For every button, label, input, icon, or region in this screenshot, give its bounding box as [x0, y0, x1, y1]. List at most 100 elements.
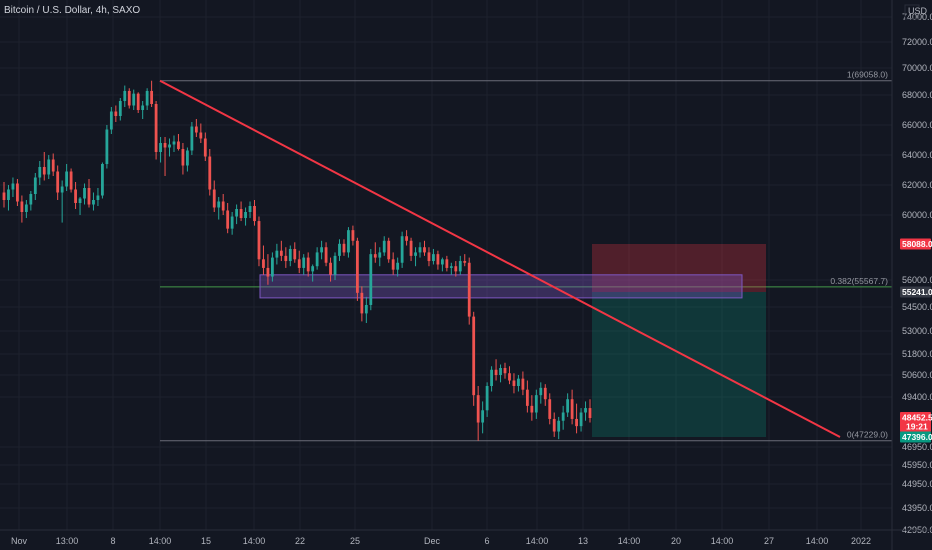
candle-body	[186, 150, 189, 166]
candle-body	[20, 201, 24, 212]
candle-body	[315, 252, 319, 267]
candle-body	[47, 159, 51, 175]
candle	[239, 201, 243, 222]
candle	[369, 248, 373, 311]
candle-body	[60, 186, 64, 193]
candle-body	[400, 236, 404, 263]
candle-body	[11, 183, 15, 190]
candle	[186, 147, 189, 172]
y-tick-label: 72000.0	[902, 37, 932, 47]
candle-body	[566, 399, 570, 413]
candle	[485, 382, 489, 417]
currency-label[interactable]: USD	[908, 6, 928, 16]
candle-body	[29, 194, 33, 205]
candle	[20, 195, 24, 223]
candle	[136, 92, 140, 113]
candle	[400, 231, 404, 268]
candle-body	[270, 257, 274, 277]
x-tick-label: 6	[484, 536, 489, 546]
price-badge-bg	[900, 238, 931, 250]
candle	[409, 237, 413, 262]
x-tick-label: 14:00	[526, 536, 549, 546]
candle	[83, 183, 86, 205]
candle-body	[490, 369, 493, 386]
supply-zone[interactable]	[259, 274, 743, 299]
candle	[226, 203, 230, 234]
short-position-tool[interactable]	[592, 244, 766, 437]
candle-body	[521, 378, 525, 390]
candle-body	[136, 93, 140, 110]
candle	[257, 216, 261, 267]
x-tick-label: 14:00	[149, 536, 172, 546]
candle	[96, 188, 100, 206]
candle-body	[150, 90, 154, 104]
x-tick-label: 13	[578, 536, 588, 546]
candle	[60, 180, 64, 223]
candle-body	[248, 206, 252, 212]
candle-body	[588, 408, 592, 418]
candle	[494, 359, 498, 381]
candle-body	[333, 255, 337, 275]
candle-body	[266, 267, 270, 277]
candle	[342, 239, 346, 256]
candle	[11, 177, 15, 197]
candle-body	[467, 262, 471, 317]
candle	[248, 201, 252, 219]
candle-body	[33, 177, 37, 194]
candle-body	[311, 266, 315, 272]
price-badge: 55241.0	[900, 286, 932, 298]
candle	[458, 255, 462, 275]
y-tick-label: 68000.0	[902, 90, 932, 100]
price-badge-countdown: 19:21	[906, 421, 928, 431]
candle	[69, 168, 73, 193]
candle-body	[320, 247, 324, 253]
x-tick-label: 20	[671, 536, 681, 546]
candle	[467, 257, 471, 325]
candle-body	[279, 250, 283, 256]
candle	[118, 98, 122, 121]
y-tick-label: 46950.0	[902, 442, 932, 452]
candle	[445, 255, 449, 272]
candle-body	[561, 412, 565, 421]
y-tick-label: 54500.0	[902, 302, 932, 312]
candle-body	[203, 138, 207, 157]
candle-body	[105, 129, 109, 164]
candle	[253, 200, 256, 226]
candle	[543, 384, 547, 406]
candle	[355, 237, 359, 301]
candle	[539, 382, 543, 404]
candle-body	[440, 259, 444, 265]
candle	[584, 401, 587, 421]
trendline[interactable]	[159, 79, 841, 438]
y-tick-label: 50600.0	[902, 370, 932, 380]
candle	[145, 88, 149, 110]
candle-body	[364, 304, 368, 314]
candle-body	[262, 259, 265, 268]
candle	[208, 149, 212, 196]
x-tick-label: 13:00	[56, 536, 79, 546]
candle-body	[275, 250, 279, 258]
y-tick-label: 43950.0	[902, 503, 932, 513]
candle	[324, 242, 328, 267]
candle	[235, 204, 239, 225]
y-tick-label: 60000.0	[902, 210, 932, 220]
x-tick-label: 14:00	[806, 536, 829, 546]
candle	[432, 248, 435, 265]
candle-body	[257, 221, 261, 260]
grid	[0, 0, 892, 531]
y-tick-label: 62000.0	[902, 180, 932, 190]
candle-body	[355, 240, 359, 293]
candle	[552, 412, 556, 437]
candle-body	[481, 410, 485, 423]
candle-body	[338, 243, 341, 256]
candle-body	[74, 189, 77, 203]
candle-body	[557, 420, 561, 432]
fibonacci-retracement[interactable]: 1(69058.0) 0.382(55567.7) 0(47229.0)	[160, 70, 892, 442]
y-tick-label: 44950.0	[902, 479, 932, 489]
candle	[315, 247, 319, 270]
candle	[87, 179, 91, 208]
candle-body	[114, 111, 118, 116]
candle-body	[194, 126, 198, 133]
